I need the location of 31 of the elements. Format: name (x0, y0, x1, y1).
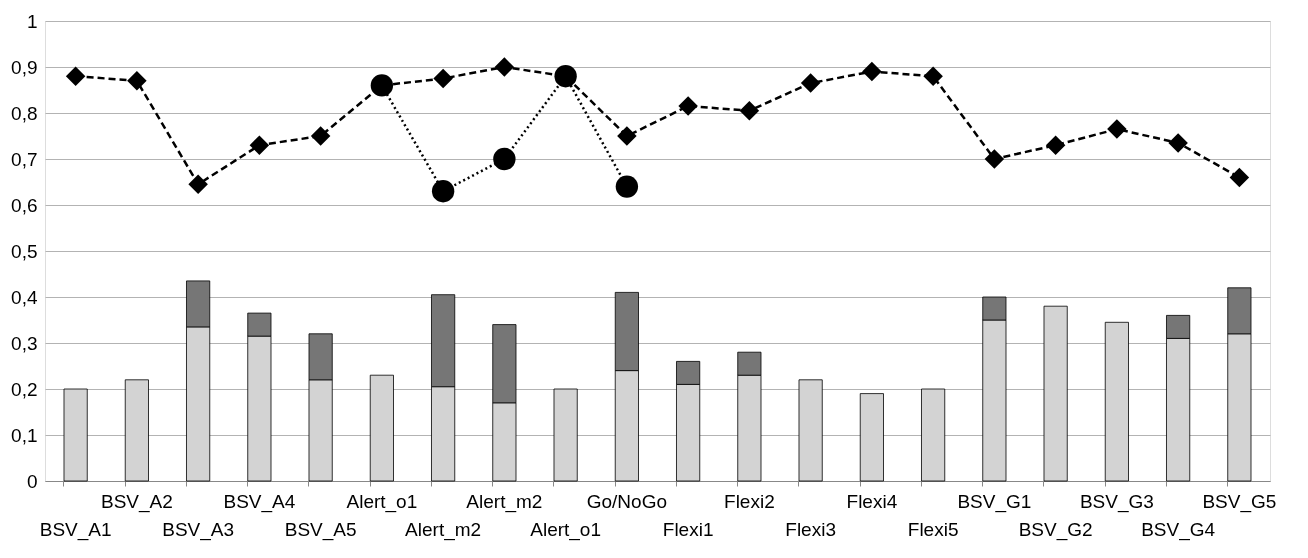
x-tick-label: Alert_o1 (530, 519, 602, 541)
y-tick-label: 1 (26, 10, 38, 32)
x-tick-label: BSV_A1 (39, 519, 112, 541)
x-tick-label: BSV_A5 (284, 519, 357, 541)
y-tick-label: 0 (26, 470, 38, 492)
x-tick-label: Flexi1 (662, 519, 714, 540)
x-tick-label: BSV_G2 (1018, 519, 1093, 541)
x-tick-label: Go/NoGo (586, 491, 668, 512)
y-tick-label: 0,3 (11, 332, 38, 354)
x-tick-label: BSV_G4 (1141, 519, 1216, 541)
y-tick-label: 0,8 (11, 102, 38, 124)
y-tick-label: 0,7 (11, 148, 38, 170)
x-tick-label: BSV_G1 (957, 491, 1032, 513)
x-tick-label: BSV_A4 (223, 491, 296, 513)
x-tick-label: BSV_A3 (162, 519, 235, 541)
y-tick-label: 0,5 (11, 240, 38, 262)
x-tick-label: BSV_G5 (1202, 491, 1277, 513)
x-tick-label: Alert_m2 (405, 519, 482, 541)
x-tick-label: Flexi4 (846, 491, 898, 512)
x-tick-label: BSV_A2 (100, 491, 173, 513)
y-tick-label: 0,4 (11, 286, 38, 308)
x-tick-label: Flexi3 (785, 519, 836, 540)
x-tick-label: Alert_m2 (466, 491, 543, 513)
y-tick-label: 0,6 (11, 194, 38, 216)
y-tick-label: 0,9 (11, 56, 38, 78)
y-tick-label: 0,2 (11, 378, 38, 400)
x-tick-label: Alert_o1 (346, 491, 418, 513)
x-tick-label: Flexi2 (724, 491, 775, 512)
x-tick-label: Flexi5 (907, 519, 959, 540)
x-tick-label: BSV_G3 (1079, 491, 1154, 513)
y-tick-label: 0,1 (11, 424, 38, 446)
